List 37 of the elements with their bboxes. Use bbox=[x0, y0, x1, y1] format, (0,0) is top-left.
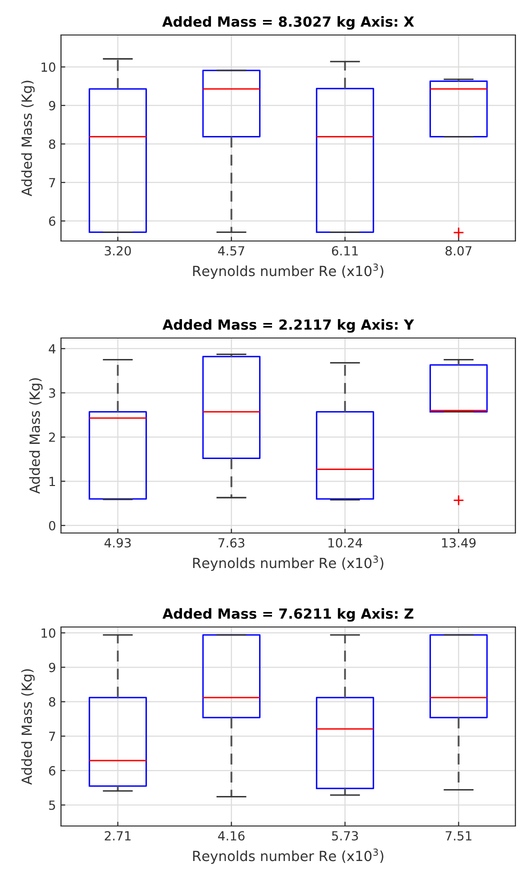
y-tick-label: 9 bbox=[48, 662, 56, 672]
x-tick-label: 7.63 bbox=[218, 538, 244, 548]
x-tick-label: 3.20 bbox=[104, 246, 131, 256]
x-tick-label: 6.11 bbox=[332, 246, 358, 256]
y-tick-label: 4 bbox=[48, 344, 56, 354]
x-axis-title: Reynolds number Re (x10$^{3}$) bbox=[193, 848, 384, 864]
y-axis-title: Added Mass (Kg) bbox=[29, 378, 43, 494]
y-tick-label: 6 bbox=[49, 766, 56, 776]
x-tick-label: 5.73 bbox=[332, 831, 358, 841]
x-tick-label: 8.07 bbox=[446, 246, 472, 256]
y-tick-label: 0 bbox=[49, 520, 56, 530]
y-tick-label: 7 bbox=[49, 178, 56, 188]
y-tick-label: 8 bbox=[49, 697, 56, 707]
y-tick-label: 10 bbox=[42, 628, 56, 638]
y-tick-label: 1 bbox=[50, 476, 55, 486]
x-tick-label: 7.51 bbox=[446, 831, 472, 841]
y-tick-label: 8 bbox=[49, 139, 56, 149]
chart-title: Added Mass = 7.6211 kg Axis: Z bbox=[162, 608, 414, 622]
chart-title: Added Mass = 2.2117 kg Axis: Y bbox=[162, 319, 414, 333]
x-tick-label: 4.57 bbox=[218, 246, 244, 256]
x-tick-label: 10.24 bbox=[328, 538, 362, 548]
x-tick-label: 2.71 bbox=[104, 831, 131, 840]
y-tick-label: 5 bbox=[49, 800, 56, 810]
x-tick-label: 4.93 bbox=[104, 538, 131, 548]
chart-title: Added Mass = 8.3027 kg Axis: X bbox=[162, 16, 414, 30]
x-axis-title: Reynolds number Re (x10$^{3}$) bbox=[193, 264, 384, 279]
y-tick-label: 3 bbox=[49, 388, 56, 398]
y-tick-label: 2 bbox=[49, 432, 55, 442]
y-tick-label: 9 bbox=[48, 100, 56, 110]
y-tick-label: 6 bbox=[49, 216, 56, 226]
x-axis-title: Reynolds number Re (x10$^{3}$) bbox=[193, 556, 384, 571]
y-tick-label: 10 bbox=[42, 62, 56, 72]
x-tick-label: 13.49 bbox=[442, 538, 476, 548]
x-tick-label: 4.16 bbox=[218, 831, 245, 841]
y-tick-label: 7 bbox=[49, 732, 56, 741]
y-axis-title: Added Mass (Kg) bbox=[21, 80, 35, 196]
y-axis-title: Added Mass (Kg) bbox=[21, 669, 35, 785]
